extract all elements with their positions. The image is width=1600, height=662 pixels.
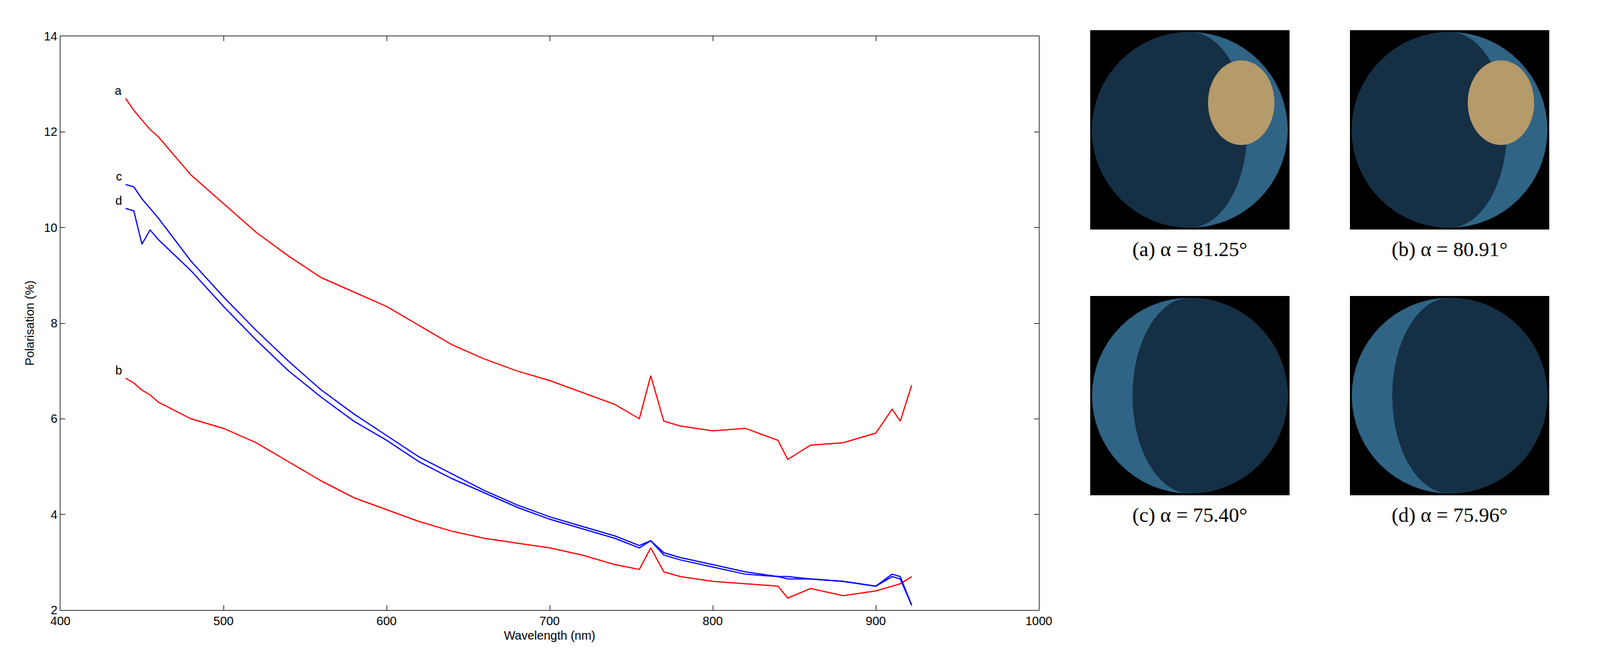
svg-text:500: 500: [213, 614, 234, 628]
svg-text:Polarisation (%): Polarisation (%): [22, 280, 37, 366]
svg-text:8: 8: [50, 316, 58, 330]
html-text:(c) α = 75.40°: (c) α = 75.40°: [1132, 503, 1248, 527]
html-text:(b) α = 80.91°: (b) α = 80.91°: [1391, 237, 1508, 261]
svg-text:c: c: [115, 169, 123, 184]
svg-text:d: d: [115, 193, 123, 208]
svg-text:800: 800: [702, 614, 723, 628]
html-text:(d) α = 75.96°: (d) α = 75.96°: [1391, 503, 1508, 527]
svg-text:4: 4: [50, 507, 58, 522]
svg-text:400: 400: [50, 614, 71, 628]
svg-text:700: 700: [539, 614, 560, 628]
svg-text:1000: 1000: [1025, 614, 1053, 628]
svg-text:6: 6: [50, 411, 58, 426]
svg-text:a: a: [114, 83, 123, 98]
svg-text:14: 14: [44, 29, 58, 43]
svg-text:900: 900: [865, 614, 886, 628]
html-text:(a) α = 81.25°: (a) α = 81.25°: [1132, 237, 1248, 261]
svg-text:12: 12: [44, 125, 58, 139]
svg-text:10: 10: [44, 221, 58, 235]
svg-text:2: 2: [50, 603, 58, 617]
svg-text:600: 600: [376, 614, 397, 628]
svg-text:Wavelength (nm): Wavelength (nm): [503, 628, 596, 643]
svg-text:b: b: [115, 363, 123, 377]
